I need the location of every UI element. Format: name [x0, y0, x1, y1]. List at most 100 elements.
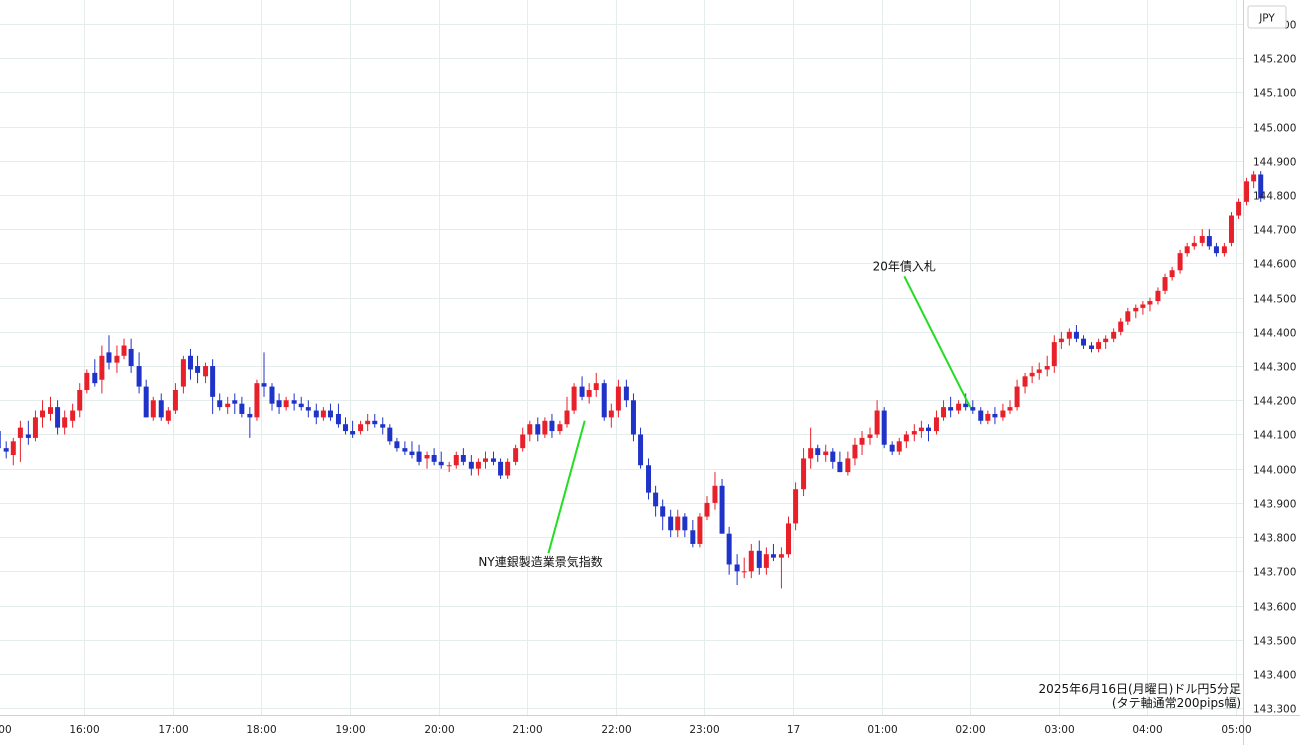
candle-down: [276, 393, 282, 414]
candle-down: [305, 400, 311, 418]
candle-down: [889, 441, 895, 455]
candle-body: [498, 461, 504, 476]
y-tick-label: 145.100: [1253, 88, 1296, 100]
candle-up: [1022, 372, 1028, 394]
candle-body: [106, 352, 112, 363]
candle-up: [424, 451, 430, 469]
candle-down: [837, 451, 843, 473]
candle-up: [675, 509, 681, 538]
candle-up: [1051, 335, 1057, 373]
candle-body: [1066, 331, 1072, 339]
candle-up: [808, 427, 814, 469]
candle-body: [830, 451, 836, 462]
candle-body: [1051, 342, 1057, 367]
candle-body: [1029, 372, 1035, 377]
candle-down: [992, 407, 998, 425]
candle-up: [1014, 379, 1020, 411]
candle-up: [1133, 304, 1139, 319]
currency-label: JPY: [1258, 13, 1275, 25]
y-tick-label: 144.500: [1253, 294, 1296, 306]
candle-up: [520, 427, 526, 452]
candle-body: [845, 458, 851, 473]
candle-up: [453, 451, 459, 469]
candle-down: [92, 359, 98, 387]
candle-up: [741, 557, 747, 579]
candle-body: [933, 417, 939, 432]
candle-body: [837, 461, 843, 473]
candle-body: [697, 516, 703, 544]
candle-body: [571, 386, 577, 411]
candle-up: [1044, 355, 1050, 377]
candle-body: [1147, 301, 1153, 305]
candle-up: [121, 338, 127, 360]
candle-body: [84, 372, 90, 390]
candle-down: [409, 441, 415, 459]
candle-down: [623, 379, 629, 408]
candle-down: [660, 499, 666, 531]
candle-down: [770, 543, 776, 562]
candle-up: [283, 396, 289, 411]
candle-up: [10, 437, 16, 466]
candle-up: [704, 496, 710, 520]
candle-down: [468, 455, 474, 476]
x-tick-label: 17: [787, 724, 800, 736]
candle-up: [564, 396, 570, 428]
candle-body: [1199, 236, 1205, 243]
candle-body: [483, 458, 489, 462]
candle-body: [276, 400, 282, 408]
candle-body: [726, 533, 732, 565]
candle-up: [62, 410, 68, 435]
candle-body: [402, 448, 408, 452]
candle-down: [335, 403, 341, 428]
candle-down: [106, 335, 112, 370]
annotations-group: NY連銀製造業景気指数 20年債入札: [478, 258, 972, 569]
candle-body: [1022, 376, 1028, 387]
candle-body: [630, 400, 636, 435]
candle-up: [40, 400, 46, 428]
candle-down: [3, 441, 9, 459]
price-axis: 145.300145.200145.100145.000144.900144.8…: [1253, 20, 1296, 716]
candle-up: [70, 403, 76, 428]
candle-down: [460, 448, 466, 466]
candle-body: [668, 516, 674, 531]
candle-body: [682, 516, 688, 531]
candle-down: [638, 427, 644, 469]
candle-up: [911, 424, 917, 442]
y-tick-label: 143.900: [1253, 499, 1296, 511]
candle-body: [756, 550, 762, 568]
candle-body: [172, 390, 178, 411]
candle-up: [84, 369, 90, 394]
candle-body: [1044, 366, 1050, 370]
candle-body: [881, 410, 887, 445]
candle-body: [298, 403, 304, 408]
candle-down: [490, 451, 496, 466]
candle-body: [1073, 331, 1079, 339]
candle-up: [859, 431, 865, 455]
candle-up: [845, 451, 851, 476]
candle-up: [365, 413, 371, 432]
candle-up: [1058, 331, 1064, 349]
chart-caption-line1: 2025年6月16日(月曜日)ドル円5分足: [1039, 682, 1241, 696]
candle-body: [941, 407, 947, 418]
candle-down: [387, 424, 393, 445]
candle-body: [187, 355, 193, 370]
candle-down: [291, 393, 297, 411]
candle-body: [291, 400, 297, 404]
y-tick-label: 144.400: [1253, 328, 1296, 340]
candle-body: [409, 451, 415, 455]
candle-down: [978, 407, 984, 425]
chart-caption-line2: (タテ軸通常200pips幅): [1112, 695, 1241, 710]
candle-body: [896, 441, 902, 452]
candle-body: [741, 571, 747, 573]
candle-body: [970, 407, 976, 411]
candle-down: [298, 396, 304, 411]
y-tick-label: 144.600: [1253, 259, 1296, 271]
candle-up: [446, 461, 452, 473]
annotation: 20年債入札: [873, 258, 972, 408]
candle-up: [1125, 307, 1131, 325]
candle-down: [372, 413, 378, 428]
candle-body: [365, 420, 371, 425]
candle-up: [1111, 328, 1117, 343]
candle-body: [99, 355, 105, 380]
